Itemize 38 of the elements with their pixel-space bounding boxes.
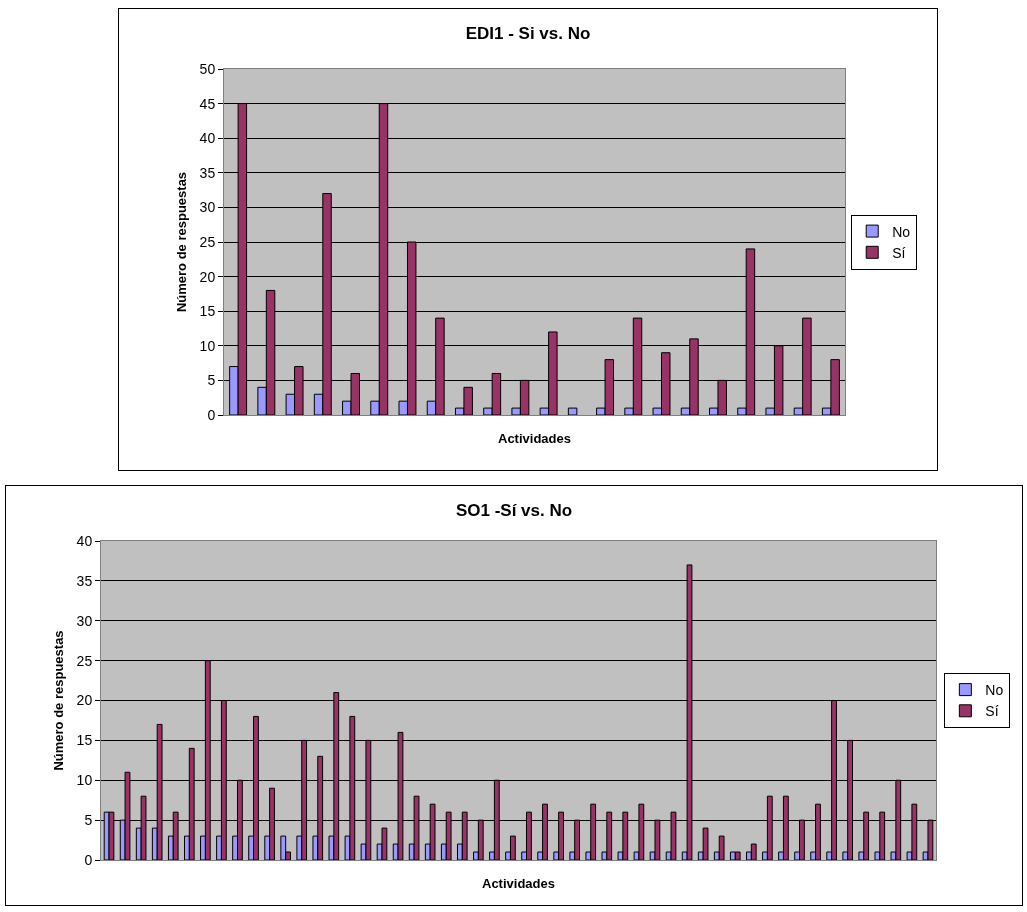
legend-label: Sí bbox=[985, 703, 999, 720]
y-tick-label: 5 bbox=[207, 372, 216, 389]
y-tick-label: 25 bbox=[76, 652, 93, 669]
y-tick-label: 20 bbox=[199, 268, 216, 285]
y-tick-label: 0 bbox=[207, 406, 216, 423]
y-tick-label: 35 bbox=[76, 572, 93, 589]
chart-title: EDI1 - Si vs. No bbox=[465, 23, 591, 43]
y-tick-label: 40 bbox=[76, 532, 93, 549]
y-tick-label: 30 bbox=[76, 612, 93, 629]
y-tick-label: 35 bbox=[199, 164, 216, 181]
bar bbox=[734, 851, 741, 860]
x-axis-title: Actividades bbox=[498, 430, 571, 446]
y-tick-label: 45 bbox=[199, 95, 216, 112]
y-tick-label: 15 bbox=[76, 732, 93, 749]
bar bbox=[702, 827, 709, 860]
bar bbox=[750, 843, 757, 860]
y-tick-label: 20 bbox=[76, 692, 93, 709]
legend-label: No bbox=[985, 682, 1004, 699]
bar bbox=[381, 827, 388, 860]
y-tick-label: 10 bbox=[199, 337, 216, 354]
bar bbox=[718, 835, 725, 860]
bar bbox=[567, 407, 578, 415]
bar bbox=[280, 835, 287, 860]
legend-label: No bbox=[892, 223, 911, 240]
y-tick-label: 0 bbox=[84, 851, 93, 868]
y-axis-title: Número de respuestas bbox=[173, 171, 189, 313]
y-tick-label: 10 bbox=[76, 772, 93, 789]
y-tick-label: 30 bbox=[199, 199, 216, 216]
x-axis-title: Actividades bbox=[482, 875, 555, 891]
legend-label: Sí bbox=[892, 244, 906, 261]
y-tick-label: 25 bbox=[199, 233, 216, 250]
bar bbox=[509, 835, 516, 860]
y-tick-label: 40 bbox=[199, 130, 216, 147]
y-axis-title: Número de respuestas bbox=[50, 630, 66, 771]
chart-title: SO1 -Sí vs. No bbox=[455, 500, 573, 520]
y-tick-label: 50 bbox=[199, 60, 216, 77]
y-tick-label: 15 bbox=[199, 303, 216, 320]
y-tick-label: 5 bbox=[84, 812, 93, 829]
